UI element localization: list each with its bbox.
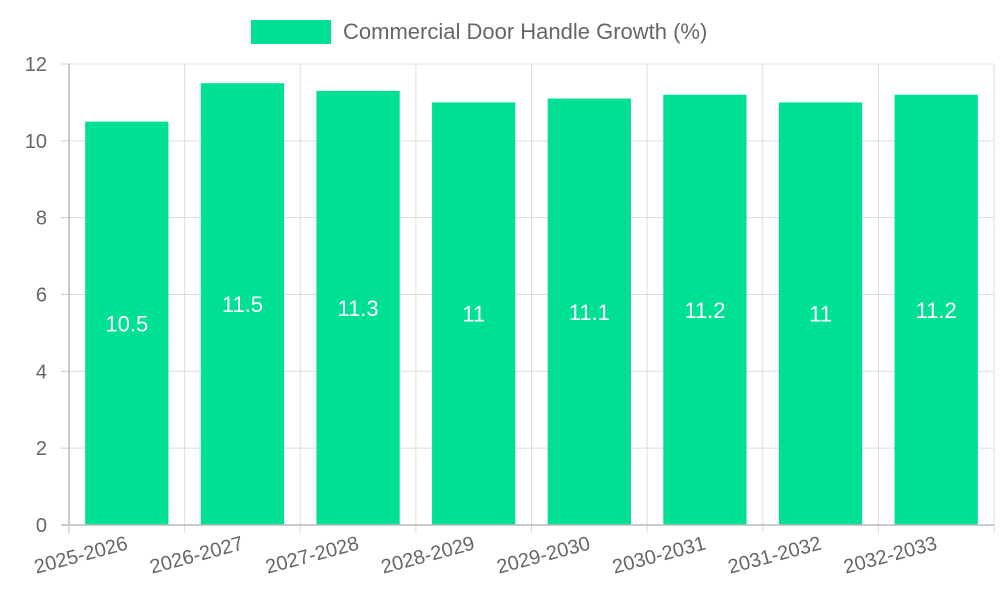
legend[interactable]: Commercial Door Handle Growth (%) xyxy=(251,19,707,44)
bar-data-label: 11.5 xyxy=(222,292,263,317)
y-tick-label: 4 xyxy=(36,361,47,383)
bar xyxy=(663,94,747,525)
y-tick-label: 10 xyxy=(25,131,47,153)
bar xyxy=(316,90,400,526)
x-tick-label: 2026-2027 xyxy=(148,533,246,579)
y-tick-label: 8 xyxy=(36,208,47,230)
bar-labels: 10.5 11.5 11.3 11 11.1 11.2 11 11.2 xyxy=(105,292,956,336)
x-tick-label: 2030-2031 xyxy=(610,533,708,579)
bar-data-label: 11.2 xyxy=(684,298,725,323)
x-tick-label: 2027-2028 xyxy=(263,533,361,579)
bar-data-label: 11.3 xyxy=(337,296,378,321)
bar xyxy=(547,98,631,525)
bar-data-label: 11.1 xyxy=(569,300,610,325)
bar xyxy=(200,83,285,525)
x-tick-label: 2029-2030 xyxy=(495,533,593,579)
bar-data-label: 11 xyxy=(809,302,832,327)
bar-data-label: 10.5 xyxy=(105,311,148,336)
bars xyxy=(85,83,978,526)
y-axis: 0 2 4 6 8 10 12 xyxy=(25,54,70,537)
x-tick-label: 2025-2026 xyxy=(32,533,130,579)
x-tick-label: 2032-2033 xyxy=(841,533,939,579)
y-tick-label: 6 xyxy=(36,285,47,307)
x-tick-label: 2028-2029 xyxy=(379,533,477,579)
bar xyxy=(432,102,516,526)
y-tick-label: 12 xyxy=(25,54,47,76)
bar-data-label: 11.2 xyxy=(916,298,957,323)
bar xyxy=(778,102,863,526)
x-axis: 2025-2026 2026-2027 2027-2028 2028-2029 2029… xyxy=(32,524,994,579)
y-tick-label: 0 xyxy=(36,515,47,537)
legend-label: Commercial Door Handle Growth (%) xyxy=(343,19,707,44)
y-tick-label: 2 xyxy=(36,438,47,460)
bar xyxy=(894,94,978,525)
bar-data-label: 11 xyxy=(462,302,485,327)
legend-swatch xyxy=(251,20,331,44)
x-tick-label: 2031-2032 xyxy=(726,533,824,579)
bar xyxy=(85,121,169,525)
